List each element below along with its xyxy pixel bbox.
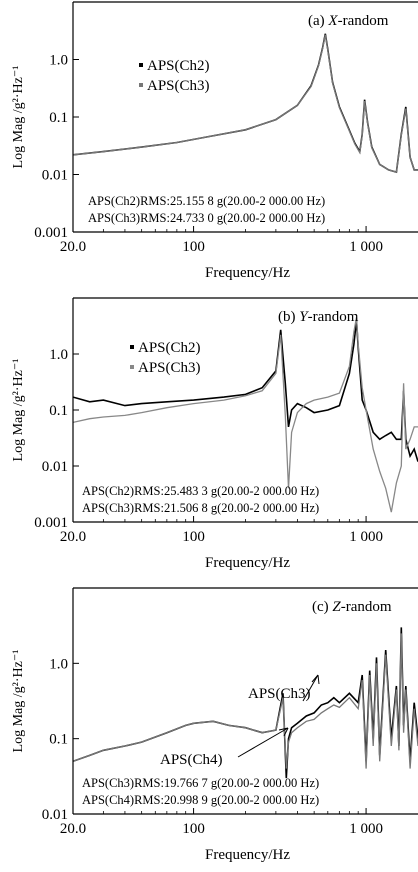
y-tick-label: 0.1 xyxy=(49,110,68,126)
x-tick-label: 100 xyxy=(182,239,205,255)
series-line-apsch2 xyxy=(73,33,418,174)
y-axis-label: Log Mag /g²·Hz⁻¹ xyxy=(11,359,26,462)
rms-annotation: APS(Ch3)RMS:24.733 0 g(20.00-2 000.00 Hz… xyxy=(88,211,325,225)
y-tick-label: 0.01 xyxy=(42,807,68,823)
legend-marker xyxy=(139,83,143,87)
y-tick-label: 0.01 xyxy=(42,168,68,184)
x-axis-label: Frequency/Hz xyxy=(205,555,290,571)
callout-leader xyxy=(237,727,289,758)
x-tick-label: 20.0 xyxy=(60,529,86,545)
x-tick-label: 100 xyxy=(182,529,205,545)
y-tick-label: 1.0 xyxy=(49,347,68,363)
series-line-apsch3 xyxy=(73,317,418,513)
x-tick-label: 100 xyxy=(182,821,205,837)
y-tick-label: 0.1 xyxy=(49,732,68,748)
legend-entry: APS(Ch2) xyxy=(147,58,210,74)
x-tick-label: 20.0 xyxy=(60,821,86,837)
callout-arrow xyxy=(278,727,289,737)
chart-panel-2: 20.0 100 1 000 0.001 0.01 0.1 1.0 Frequency/Hz L… xyxy=(11,297,418,571)
x-tick-label: 20.0 xyxy=(60,239,86,255)
panel-title: (c) Z-random xyxy=(312,599,392,615)
legend-entry: APS(Ch3) xyxy=(138,360,201,376)
y-tick-label: 1.0 xyxy=(49,53,68,69)
rms-annotation: APS(Ch2)RMS:25.155 8 g(20.00-2 000.00 Hz… xyxy=(88,194,325,208)
callout-leader xyxy=(302,674,319,702)
panel-title: (a) X-random xyxy=(308,13,389,29)
chart-panel-1: 20.0 100 1 000 0.001 0.01 0.1 1.0 Frequency/Hz L… xyxy=(11,1,418,281)
x-tick-label: 1 000 xyxy=(349,529,383,545)
series-line-apsch3 xyxy=(73,34,418,173)
y-axis-label: Log Mag /g²·Hz⁻¹ xyxy=(11,66,26,169)
rms-annotation: APS(Ch3)RMS:21.506 8 g(20.00-2 000.00 Hz… xyxy=(82,501,319,515)
y-tick-label: 0.1 xyxy=(49,403,68,419)
x-axis-label: Frequency/Hz xyxy=(205,847,290,863)
callout-arrow xyxy=(311,674,320,685)
y-tick-label: 0.001 xyxy=(34,225,68,241)
y-tick-label: 1.0 xyxy=(49,656,68,672)
series-line-apsch2 xyxy=(73,320,418,462)
callout-label: APS(Ch4) xyxy=(160,752,223,768)
panel-title: (b) Y-random xyxy=(278,309,359,325)
series-line-apsch4 xyxy=(73,633,418,769)
chart-panel-3: 20.0 100 1 000 0.01 0.1 1.0 Frequency/Hz Log Ma… xyxy=(11,587,418,863)
y-tick-label: 0.01 xyxy=(42,459,68,475)
legend-entry: APS(Ch2) xyxy=(138,340,201,356)
legend-marker xyxy=(130,345,134,349)
rms-annotation: APS(Ch2)RMS:25.483 3 g(20.00-2 000.00 Hz… xyxy=(82,484,319,498)
y-tick-label: 0.001 xyxy=(34,515,68,531)
x-tick-label: 1 000 xyxy=(349,239,383,255)
legend-entry: APS(Ch3) xyxy=(147,78,210,94)
callout-label: APS(Ch3) xyxy=(248,686,311,702)
x-tick-label: 1 000 xyxy=(349,821,383,837)
legend-marker xyxy=(139,63,143,67)
rms-annotation: APS(Ch4)RMS:20.998 9 g(20.00-2 000.00 Hz… xyxy=(82,793,319,807)
legend-marker xyxy=(130,365,134,369)
rms-annotation: APS(Ch3)RMS:19.766 7 g(20.00-2 000.00 Hz… xyxy=(82,776,319,790)
y-axis-label: Log Mag /g²·Hz⁻¹ xyxy=(11,650,26,753)
x-axis-label: Frequency/Hz xyxy=(205,265,290,281)
